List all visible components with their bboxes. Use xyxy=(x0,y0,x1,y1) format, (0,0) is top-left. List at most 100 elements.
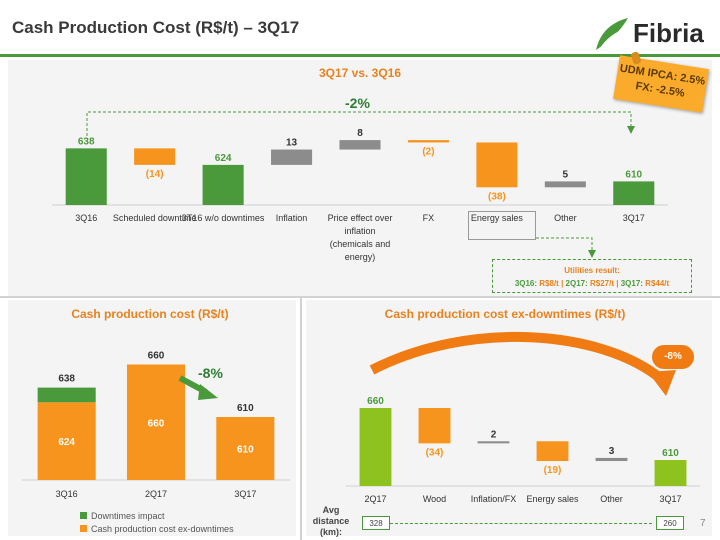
tick-label-2-0: 3T16 w/o downtimes xyxy=(182,213,265,223)
utilities-label: Utilities result: xyxy=(564,266,620,275)
bar-1 xyxy=(418,408,451,444)
bar-7 xyxy=(544,181,586,188)
tick-label-8-0: 3Q17 xyxy=(623,213,645,223)
tick-label-2-0: Inflation/FX xyxy=(471,494,517,504)
tick-label-1-0: Wood xyxy=(423,494,446,504)
data-label-0: 660 xyxy=(367,396,384,407)
legend-swatch-green xyxy=(80,512,87,519)
top-section-title: 3Q17 vs. 3Q16 xyxy=(318,66,402,80)
tick-label-4-0: Other xyxy=(600,494,623,504)
util-2q17-value: R$27/t xyxy=(590,279,615,288)
total-label-1: 660 xyxy=(148,351,165,362)
data-label-6: (38) xyxy=(488,191,506,202)
bar-5 xyxy=(407,140,449,143)
bar-4 xyxy=(595,457,628,462)
energy-sales-highlight xyxy=(468,211,536,240)
waterfall-chart-3q17-vs-3q16: 638 3Q16 (14) Scheduled downtime 624 3T16 w/o… xyxy=(52,128,668,262)
stacked-chart-cash-cost: 638 624 3Q16 660 660 2Q17 610 610 3Q17 xyxy=(22,351,290,499)
util-2q17-label: 2Q17: xyxy=(565,279,588,288)
util-3q16-label: 3Q16: xyxy=(514,279,538,288)
bar-8 xyxy=(613,181,655,205)
legend-item-downtimes: Downtimes impact xyxy=(80,511,165,521)
data-label-1: (34) xyxy=(426,447,444,458)
bar-2 xyxy=(202,164,244,205)
total-label-2: 610 xyxy=(237,403,254,414)
bottom-right-change-badge: -8% xyxy=(652,345,694,369)
tick-label-5-0: 3Q17 xyxy=(659,494,681,504)
data-label-8: 610 xyxy=(625,169,642,180)
avg-distance-label: Avg distance (km): xyxy=(306,505,356,538)
company-logo-text: Fibria xyxy=(633,18,704,48)
data-label-5: (2) xyxy=(422,146,434,157)
inner-label-1: 660 xyxy=(148,418,165,429)
inner-label-2: 610 xyxy=(237,445,254,456)
distance-end-box: 260 xyxy=(656,516,684,530)
legend-label-ex-downtimes: Cash production cost ex-downtimes xyxy=(91,524,234,534)
tick-label-2: 3Q17 xyxy=(234,489,256,499)
inner-label-0: 624 xyxy=(58,437,75,448)
bar-1 xyxy=(134,148,176,165)
bar-downtimes-0 xyxy=(37,387,96,403)
tick-label-5-0: FX xyxy=(423,213,435,223)
data-label-2: 624 xyxy=(215,153,232,164)
avg-distance-line-3: (km): xyxy=(320,527,342,537)
tick-label-0-0: 2Q17 xyxy=(364,494,386,504)
tick-label-3-0: Inflation xyxy=(276,213,308,223)
top-panel xyxy=(8,60,712,296)
data-label-7: 5 xyxy=(563,169,569,180)
data-label-4: 3 xyxy=(609,446,615,457)
connector-lines xyxy=(86,111,676,400)
bar-ex-downtimes-2 xyxy=(216,417,275,480)
util-3q17-value: R$44/t xyxy=(645,279,670,288)
data-label-0: 638 xyxy=(78,136,95,147)
top-change-label: -2% xyxy=(345,95,370,111)
page-title: Cash Production Cost (R$/t) – 3Q17 xyxy=(12,18,300,37)
tick-label-4-0: Price effect over xyxy=(328,213,393,223)
tick-label-1: 2Q17 xyxy=(145,489,167,499)
legend-label-downtimes: Downtimes impact xyxy=(91,511,165,521)
data-label-2: 2 xyxy=(491,429,497,440)
util-3q16-value: R$8/t xyxy=(539,279,559,288)
bar-ex-downtimes-0 xyxy=(37,402,96,480)
waterfall-chart-ex-downtimes: 660 2Q17 (34) Wood 2 Inflation/FX (19) Energy s… xyxy=(346,396,700,504)
tick-label-7-0: Other xyxy=(554,213,577,223)
bar-6 xyxy=(476,142,518,188)
util-3q17-label: 3Q17: xyxy=(620,279,643,288)
data-label-3: 13 xyxy=(286,138,298,149)
page-number: 7 xyxy=(700,518,706,529)
tick-label-4-3: energy) xyxy=(345,252,376,262)
distance-connector xyxy=(390,523,652,524)
vertical-divider xyxy=(300,298,302,540)
data-label-1: (14) xyxy=(146,169,164,180)
tick-label-4-2: (chemicals and xyxy=(330,239,391,249)
tick-label-0: 3Q16 xyxy=(56,489,78,499)
horizontal-divider xyxy=(0,296,720,298)
bar-ex-downtimes-1 xyxy=(126,364,186,480)
utilities-result-box: Utilities result: 3Q16: R$8/t | 2Q17: R$… xyxy=(492,259,692,293)
tick-label-1-0: Scheduled downtime xyxy=(113,213,197,223)
bar-4 xyxy=(339,140,381,150)
tick-label-6-0: Energy sales xyxy=(471,213,524,223)
bar-3 xyxy=(536,441,569,462)
legend-item-ex-downtimes: Cash production cost ex-downtimes xyxy=(80,524,234,534)
bar-2 xyxy=(477,441,510,444)
fibria-leaf-icon xyxy=(596,18,628,51)
total-label-0: 638 xyxy=(58,374,75,385)
bar-5 xyxy=(654,460,687,486)
utilities-values: 3Q16: R$8/t | 2Q17: R$27/t | 3Q17: R$44/… xyxy=(514,279,670,288)
bar-0 xyxy=(359,408,392,486)
tick-label-0-0: 3Q16 xyxy=(75,213,97,223)
tick-label-3-0: Energy sales xyxy=(526,494,579,504)
bar-0 xyxy=(65,148,107,205)
tick-label-4-1: inflation xyxy=(344,226,375,236)
data-label-4: 8 xyxy=(357,128,363,139)
bottom-left-change: -8% xyxy=(198,365,223,381)
legend-swatch-orange xyxy=(80,525,87,532)
avg-distance-line-1: Avg xyxy=(322,505,340,515)
bottom-right-title: Cash production cost ex-downtimes (R$/t) xyxy=(384,307,626,321)
data-label-5: 610 xyxy=(662,448,679,459)
distance-start-box: 328 xyxy=(362,516,390,530)
bottom-left-title: Cash production cost (R$/t) xyxy=(71,307,229,321)
avg-distance-line-2: distance xyxy=(312,516,350,526)
